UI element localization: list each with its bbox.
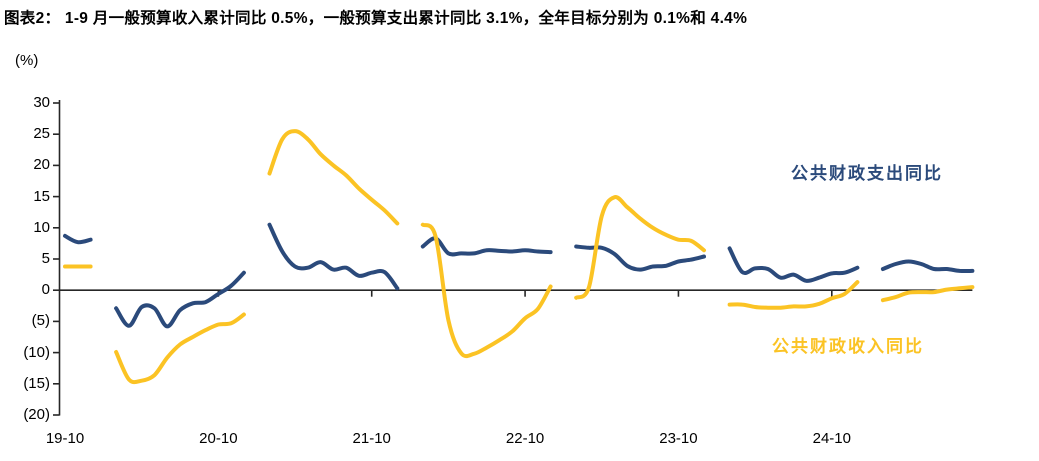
legend-expenditure: 公共财政支出同比 <box>791 164 943 183</box>
y-tick-label: 25 <box>33 125 50 143</box>
legend-revenue: 公共财政收入同比 <box>772 337 924 356</box>
y-tick-label: (15) <box>23 374 50 392</box>
y-axis-unit-label: (%) <box>15 52 39 69</box>
x-tick-label: 24-10 <box>812 430 851 447</box>
y-tick-label: 0 <box>41 281 50 299</box>
y-tick-label: 20 <box>33 156 50 174</box>
axes <box>53 100 973 416</box>
y-tick-label: (20) <box>23 406 50 423</box>
x-tick-label: 21-10 <box>352 430 391 447</box>
y-tick-label: (10) <box>23 343 50 361</box>
chart-title: 图表2： 1-9 月一般预算收入累计同比 0.5%，一般预算支出累计同比 3.1… <box>4 10 748 27</box>
x-tick-label: 23-10 <box>659 430 698 447</box>
x-tick-label: 19-10 <box>45 430 85 447</box>
y-tick-label: 5 <box>41 250 50 267</box>
y-tick-label: 10 <box>33 218 50 236</box>
expenditure-line <box>63 222 975 329</box>
y-tick-label: (5) <box>31 312 50 330</box>
y-tick-label: 30 <box>33 94 50 111</box>
x-tick-label: 20-10 <box>199 430 238 447</box>
y-tick-label: 15 <box>33 187 50 205</box>
revenue-line <box>63 129 975 385</box>
x-tick-label: 22-10 <box>505 430 545 447</box>
